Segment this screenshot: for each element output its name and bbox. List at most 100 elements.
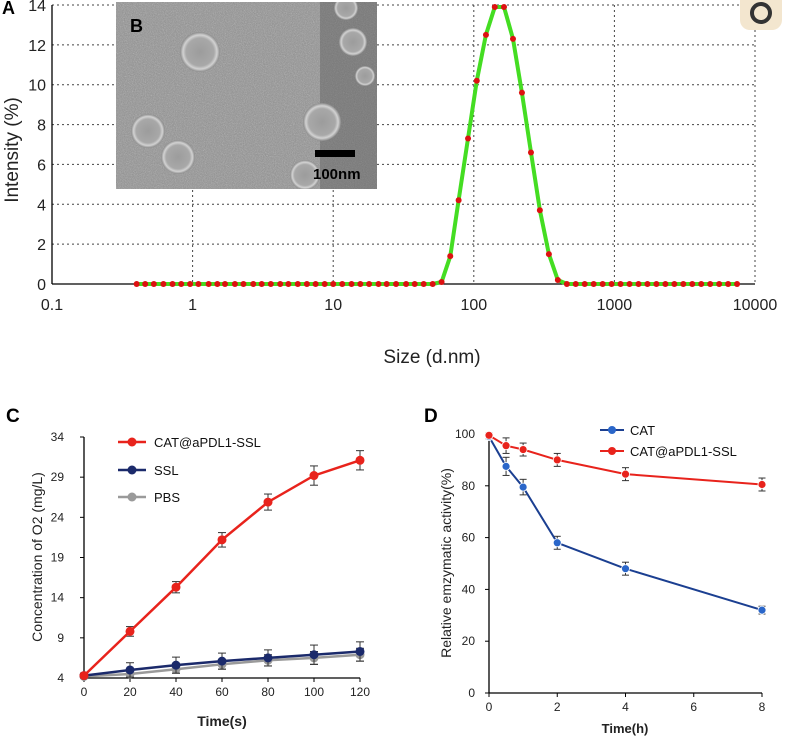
series-ssl [79, 641, 365, 681]
panel-c-ylabel: Concentration of O2 (mg/L) [29, 472, 45, 642]
data-point [484, 430, 494, 440]
panel-letter-b: B [130, 16, 143, 36]
data-point [671, 281, 678, 287]
data-point [303, 281, 310, 287]
panel-a-chart: A 0 2 4 6 8 10 12 14 0.1 1 10 100 1000 10000 Size (d.… [2, 0, 777, 368]
data-point [518, 89, 525, 96]
legend-label: CAT [630, 423, 655, 438]
x-tick-label: 6 [690, 700, 697, 714]
data-point [563, 281, 570, 287]
y-tick-label: 12 [28, 38, 46, 55]
data-point [222, 281, 229, 287]
data-point [357, 281, 364, 287]
series-cat-apdl1-ssl [484, 430, 767, 492]
data-point [698, 281, 705, 287]
x-tick-label: 10000 [733, 297, 778, 314]
vesicle-particle [303, 103, 341, 141]
data-point [552, 455, 562, 465]
legend-label: CAT@aPDL1-SSL [154, 435, 261, 450]
data-point [217, 656, 227, 666]
vesicle-particle [131, 114, 165, 148]
x-tick-label: 4 [622, 700, 629, 714]
data-point [403, 281, 410, 287]
legend-label: SSL [154, 463, 179, 478]
data-point [572, 281, 579, 287]
data-point [263, 653, 273, 663]
data-point [653, 281, 660, 287]
x-tick-label: 60 [215, 685, 229, 699]
y-tick-label: 0 [468, 686, 475, 700]
y-tick-label: 24 [51, 510, 65, 524]
data-point [79, 671, 89, 681]
data-point [171, 582, 181, 592]
data-point [321, 281, 328, 287]
data-point [527, 149, 534, 156]
series-cat-apdl1-ssl [79, 450, 365, 681]
data-point [447, 253, 454, 260]
data-point [214, 281, 221, 287]
vesicle-particle [180, 32, 220, 72]
data-point [383, 281, 390, 287]
data-point [231, 281, 238, 287]
data-point [757, 480, 767, 489]
data-point [438, 279, 445, 286]
data-point [581, 281, 588, 287]
data-point [205, 281, 212, 287]
data-point [716, 281, 723, 287]
y-tick-label: 10 [28, 78, 46, 95]
x-tick-label: 0 [81, 685, 88, 699]
legend-swatch-marker [608, 426, 616, 434]
y-tick-label: 4 [57, 671, 64, 685]
data-point [608, 281, 615, 287]
data-point [509, 35, 516, 42]
vesicle-particle [290, 160, 320, 189]
data-point [285, 281, 292, 287]
data-point [707, 281, 714, 287]
data-point [621, 469, 630, 479]
panel-c-chart: C 4 9 14 19 24 29 34 0 20 40 60 80 100 120 CAT@aPDL1-… [6, 406, 370, 729]
data-point [491, 3, 498, 10]
tem-micrograph-inset: B 100nm [116, 2, 377, 189]
y-tick-label: 34 [51, 430, 65, 444]
legend-swatch-marker [608, 447, 616, 455]
data-point [501, 441, 511, 451]
x-tick-label: 1000 [597, 297, 633, 314]
scale-bar-label: 100nm [313, 166, 361, 183]
data-point [518, 445, 528, 454]
data-point [133, 281, 140, 287]
data-point [312, 281, 319, 287]
data-point [455, 197, 462, 204]
y-tick-label: 19 [51, 551, 65, 565]
data-point [142, 281, 149, 287]
x-tick-label: 100 [304, 685, 324, 699]
corner-logo-icon [740, 0, 782, 30]
y-tick-label: 14 [28, 0, 46, 15]
legend-swatch-marker [127, 465, 137, 475]
panel-a-ylabel: Intensity (%) [2, 97, 23, 203]
data-point [240, 281, 247, 287]
y-tick-label: 20 [462, 634, 476, 648]
data-point [757, 605, 767, 615]
data-point [355, 646, 365, 656]
y-tick-label: 29 [51, 470, 65, 484]
data-point [393, 281, 400, 287]
data-point [309, 650, 319, 660]
series-line [83, 459, 361, 677]
data-point [348, 281, 355, 287]
x-tick-label: 1 [188, 297, 197, 314]
vesicle-particle [161, 140, 195, 174]
data-point [150, 281, 157, 287]
x-tick-label: 40 [169, 685, 183, 699]
y-tick-label: 14 [51, 591, 65, 605]
data-point [590, 281, 597, 287]
vesicle-particle [339, 28, 367, 56]
legend-swatch-marker [127, 437, 137, 447]
legend-swatch-marker [127, 492, 137, 502]
x-tick-label: 8 [759, 700, 766, 714]
data-point [545, 251, 552, 258]
data-point [617, 281, 624, 287]
legend-label: PBS [154, 490, 180, 505]
x-tick-label: 0.1 [41, 297, 63, 314]
data-point [552, 538, 562, 548]
